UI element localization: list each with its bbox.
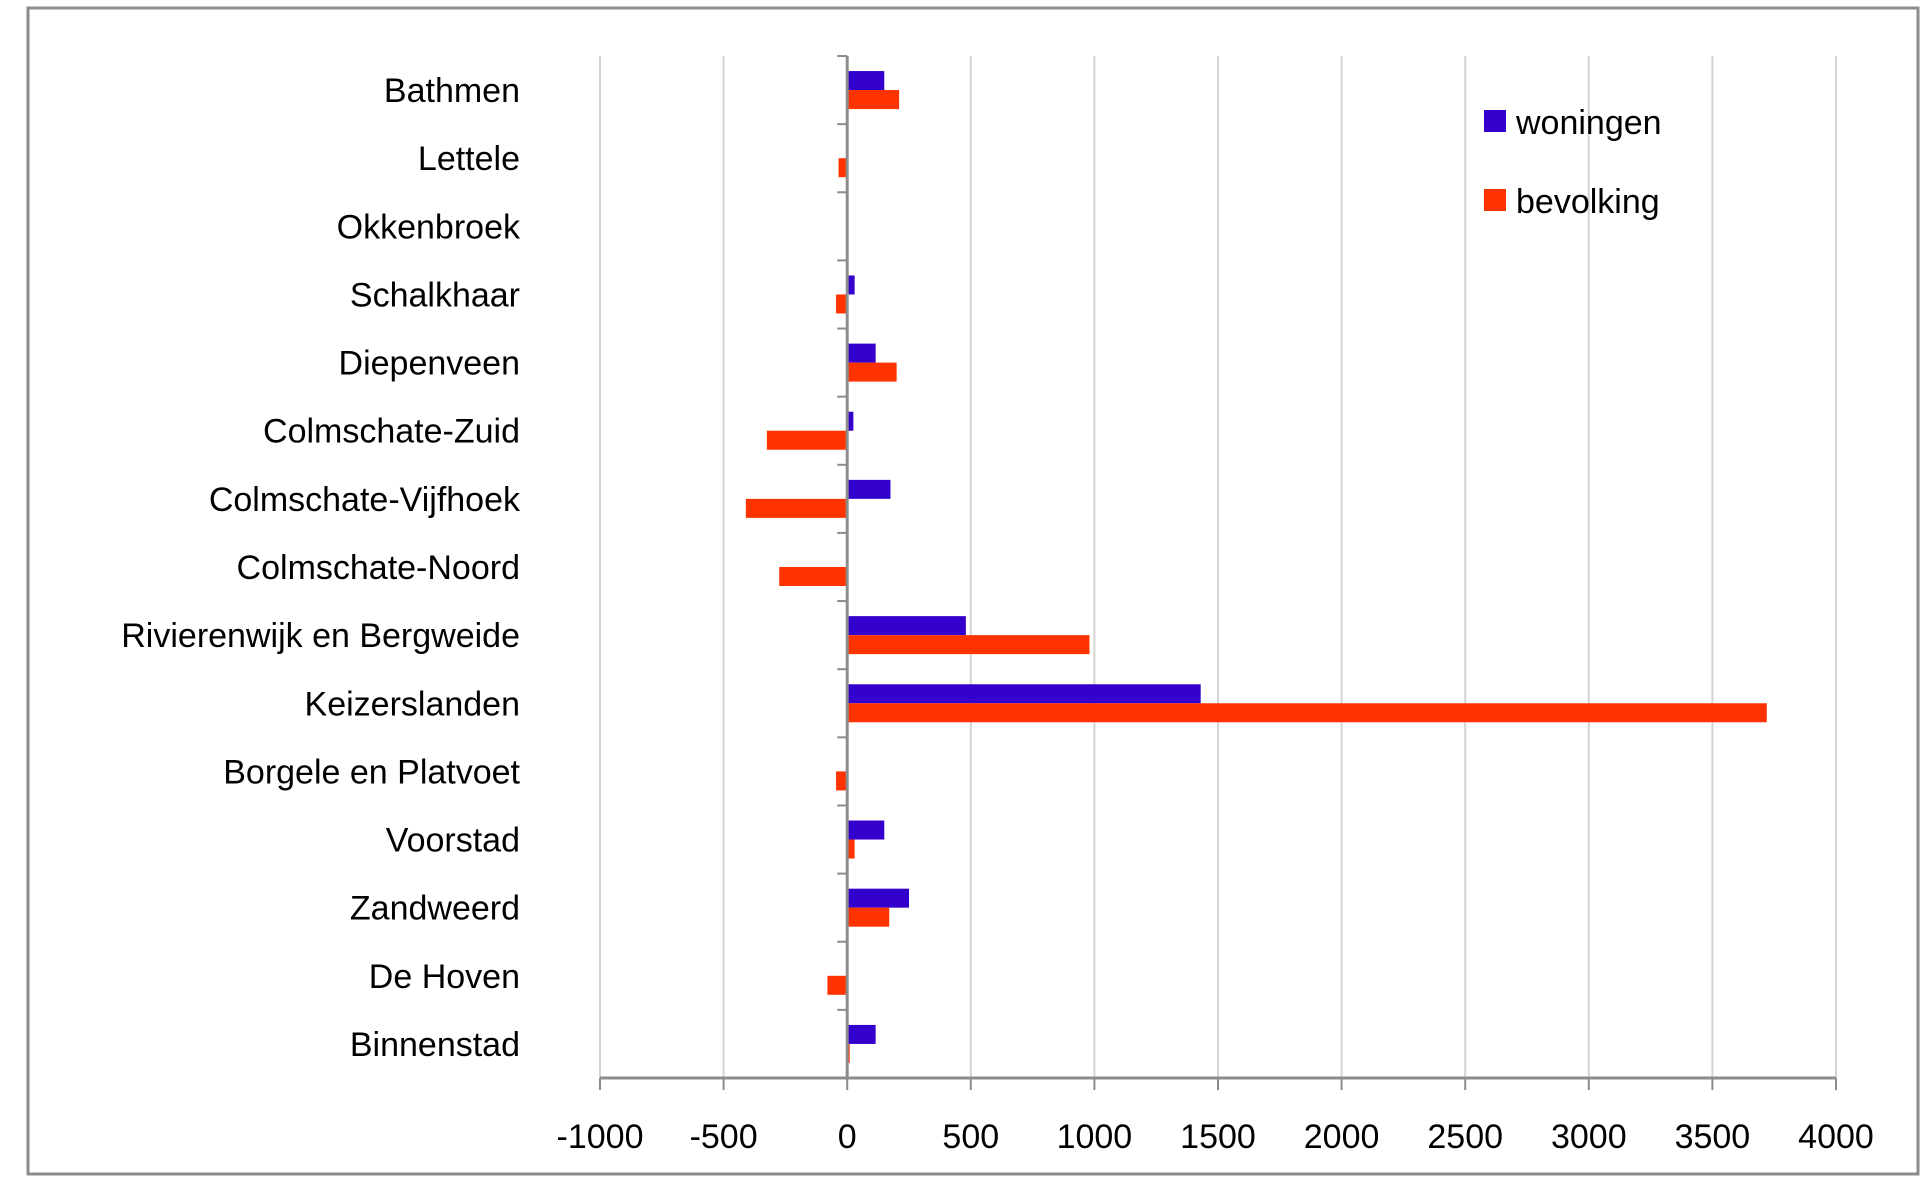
category-label: De Hoven [369, 958, 520, 996]
bar-woningen [847, 275, 855, 295]
axes [599, 55, 1837, 1090]
bar-bevolking [745, 498, 848, 518]
x-tick-label: 2000 [1304, 1118, 1380, 1156]
bar-bevolking [847, 703, 1767, 723]
gridlines [599, 56, 1837, 1078]
category-label: Bathmen [384, 72, 520, 110]
x-tick-label: 1500 [1180, 1118, 1256, 1156]
category-label: Colmschate-Noord [237, 549, 520, 587]
bar-bevolking [847, 907, 890, 927]
bar-bevolking [847, 635, 1090, 655]
bar-bevolking [836, 771, 848, 791]
category-label: Lettele [418, 140, 520, 178]
bar-bevolking [847, 90, 900, 110]
legend-swatch-woningen [1484, 110, 1506, 132]
category-label: Colmschate-Zuid [263, 413, 520, 451]
x-tick-label: 4000 [1798, 1118, 1874, 1156]
category-label: Voorstad [386, 822, 520, 860]
chart-border [26, 6, 1920, 1176]
x-tick-labels: -1000 -500 0 500 1000 1500 2000 2500 3000 3500 400… [557, 1118, 1874, 1156]
x-tick-label: 3000 [1551, 1118, 1627, 1156]
bar-woningen [847, 820, 885, 840]
bar-bevolking [779, 567, 848, 586]
category-label: Zandweerd [350, 890, 520, 928]
bar-bevolking [847, 362, 897, 382]
category-label: Okkenbroek [337, 208, 521, 246]
x-tick-label: 500 [942, 1118, 999, 1156]
bar-bevolking [838, 158, 848, 178]
category-label: Binnenstad [350, 1026, 520, 1064]
x-tick-label: -1000 [557, 1118, 644, 1156]
x-tick-label: 3500 [1675, 1118, 1751, 1156]
bars [745, 71, 1767, 1063]
bar-woningen [847, 71, 885, 91]
legend-label-woningen: woningen [1515, 104, 1662, 142]
bar-bevolking [836, 294, 848, 314]
bar-bevolking [847, 839, 855, 859]
x-tick-label: 1000 [1057, 1118, 1133, 1156]
bar-woningen [847, 1024, 876, 1044]
bar-woningen [847, 479, 891, 499]
category-label: Colmschate-Vijfhoek [209, 481, 521, 519]
bar-woningen [847, 616, 966, 636]
bar-bevolking [827, 975, 848, 995]
legend: woningen bevolking [1484, 104, 1662, 221]
legend-swatch-bevolking [1484, 189, 1506, 211]
bar-woningen [847, 343, 876, 363]
bar-woningen [847, 411, 854, 431]
x-tick-label: 0 [838, 1118, 857, 1156]
category-labels: Bathmen Lettele Okkenbroek Schalkhaar Diepen… [121, 72, 521, 1064]
x-tick-label: 2500 [1427, 1118, 1503, 1156]
bar-woningen [847, 888, 909, 908]
category-label: Diepenveen [339, 345, 520, 383]
bar-woningen [847, 684, 1201, 704]
category-label: Keizerslanden [305, 685, 520, 723]
category-label: Borgele en Platvoet [223, 753, 520, 791]
category-label: Rivierenwijk en Bergweide [121, 617, 520, 655]
category-label: Schalkhaar [350, 276, 520, 314]
legend-label-bevolking: bevolking [1516, 183, 1660, 221]
x-tick-label: -500 [690, 1118, 758, 1156]
bar-bevolking [766, 430, 848, 450]
